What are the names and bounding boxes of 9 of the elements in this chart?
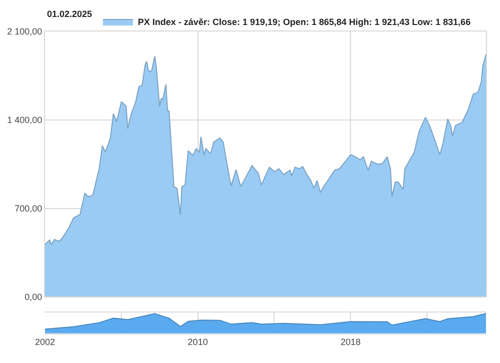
text: 01.02.2025 (47, 9, 92, 19)
y-tick-label: 700,00 (14, 203, 42, 214)
y-tick-label: 0,00 (24, 292, 42, 302)
x-tick-label: 2002 (34, 337, 56, 348)
x-tick-label: 2010 (188, 337, 208, 348)
legend-label: PX Index - závěr: Close: 1 919,19; Open: 1 865,84 High: 1 921,43 Low: 1 831,66 (138, 17, 471, 28)
y-tick-label: 2 100,00 (7, 26, 42, 37)
y-tick-label: 1 400,00 (7, 114, 42, 125)
x-tick-label: 2018 (340, 337, 361, 348)
